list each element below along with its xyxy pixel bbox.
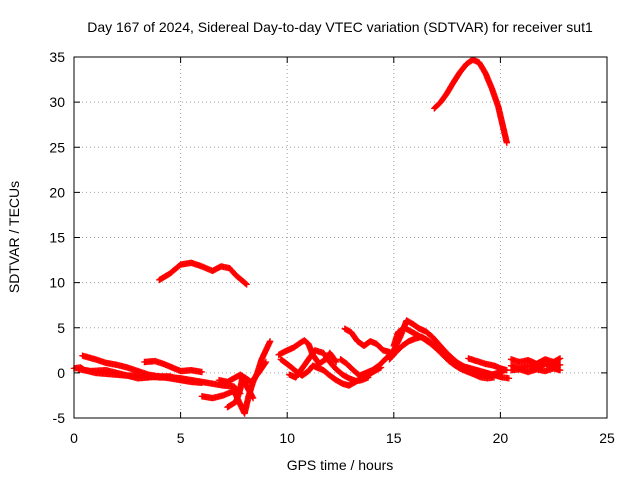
x-tick-label: 20 <box>493 430 509 446</box>
data-point <box>177 376 184 383</box>
data-point <box>505 375 513 382</box>
data-point <box>556 361 564 368</box>
data-point <box>198 368 206 376</box>
data-point <box>503 139 510 146</box>
series-arc-4 <box>141 357 206 376</box>
series-arc-3 <box>75 366 184 383</box>
data-point <box>332 357 339 365</box>
series-arc-19 <box>507 365 564 376</box>
y-tick-label: 35 <box>49 49 65 65</box>
series-arc-17 <box>507 355 564 368</box>
chart-title: Day 167 of 2024, Sidereal Day-to-day VTE… <box>87 19 593 35</box>
x-tick-label: 15 <box>386 430 402 446</box>
y-tick-label: 15 <box>49 230 65 246</box>
y-tick-label: 30 <box>49 94 65 110</box>
y-axis-label: SDTVAR / TECUs <box>6 181 22 293</box>
data-point <box>249 394 257 402</box>
x-tick-label: 0 <box>70 430 78 446</box>
x-tick-label: 10 <box>279 430 295 446</box>
x-tick-label: 25 <box>599 430 615 446</box>
series-arc-7 <box>224 374 257 411</box>
series-arc-15 <box>390 324 498 382</box>
grid-layer <box>74 57 607 418</box>
data-point <box>365 374 372 381</box>
data-point <box>262 358 270 366</box>
y-tick-label: 20 <box>49 184 65 200</box>
y-tick-label: 5 <box>57 320 65 336</box>
data-point <box>242 280 249 287</box>
data-point <box>556 355 564 362</box>
data-point <box>556 367 564 374</box>
data-point <box>266 338 274 345</box>
series-arc-8 <box>156 259 250 288</box>
x-axis-label: GPS time / hours <box>287 457 394 473</box>
data-layer <box>70 56 564 417</box>
series-arc-11 <box>286 347 372 385</box>
data-point <box>198 379 206 386</box>
data-point <box>490 374 498 381</box>
series-arc-13 <box>337 317 513 382</box>
data-point <box>262 359 269 367</box>
y-tick-label: 0 <box>57 365 65 381</box>
data-point <box>333 358 340 366</box>
y-tick-label: -5 <box>53 410 66 426</box>
series-arc-16 <box>465 355 510 374</box>
data-point <box>243 281 250 288</box>
y-tick-label: 25 <box>49 139 65 155</box>
y-tick-label: 10 <box>49 275 65 291</box>
series-arc-20 <box>431 56 510 146</box>
x-tick-label: 5 <box>177 430 185 446</box>
